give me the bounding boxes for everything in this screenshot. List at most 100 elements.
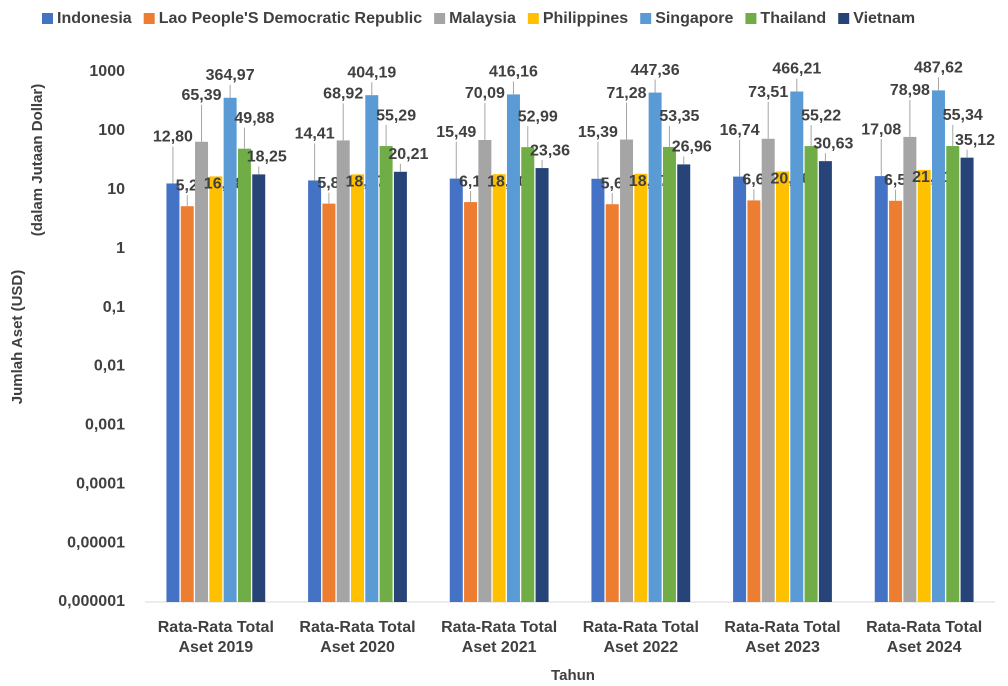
legend-swatch [745, 13, 757, 24]
bar [960, 157, 974, 602]
data-label: 53,35 [659, 108, 699, 125]
legend-swatch [143, 13, 155, 24]
y-tick-label: 0,0001 [76, 475, 125, 492]
data-label: 364,97 [206, 67, 255, 84]
bar [464, 202, 478, 602]
y-axis-label: (dalam Jutaan Dollar) [29, 84, 46, 237]
bar [591, 178, 605, 602]
bar [308, 180, 322, 602]
bar [379, 146, 393, 603]
data-label: 35,12 [955, 132, 995, 149]
bar [677, 164, 691, 603]
bar [506, 94, 520, 603]
data-label: 49,88 [234, 110, 274, 127]
legend-label: Vietnam [853, 10, 915, 27]
data-label: 447,36 [631, 62, 680, 79]
y-tick-label: 0,000001 [58, 593, 125, 610]
legend-label: Malaysia [449, 10, 516, 27]
bar [180, 206, 194, 602]
x-tick-label: Rata-Rata Total Aset 2022 [582, 619, 699, 656]
bar [365, 95, 379, 603]
bar [733, 176, 747, 602]
bar [351, 174, 364, 602]
y-axis-label: Jumlah Aset (USD) [9, 270, 26, 404]
data-label: 55,29 [376, 107, 416, 124]
data-label: 18,25 [247, 149, 287, 166]
legend-swatch [640, 13, 652, 24]
bar [237, 148, 251, 602]
bar [535, 168, 549, 602]
data-label: 15,39 [578, 124, 618, 141]
legend-swatch [527, 13, 539, 24]
bar [209, 176, 223, 602]
bar [648, 92, 662, 602]
bar [478, 139, 492, 602]
data-label: 416,16 [489, 64, 538, 81]
x-tick-label: Rata-Rata Total Aset 2020 [299, 619, 416, 656]
bar [931, 90, 945, 602]
x-tick-label: Rata-Rata Total Aset 2023 [724, 619, 841, 656]
bar [903, 136, 917, 602]
legend-swatch [434, 13, 446, 24]
data-label: 487,62 [914, 60, 963, 77]
bar [492, 174, 506, 602]
legend-label: Philippines [543, 10, 628, 27]
bar [336, 140, 350, 602]
x-tick-label: Rata-Rata Total Aset 2024 [866, 619, 983, 656]
bar [521, 147, 535, 602]
y-tick-label: 1 [116, 240, 125, 257]
bar [761, 138, 775, 603]
bar [818, 161, 832, 603]
data-label: 12,80 [153, 129, 193, 146]
bar [620, 139, 634, 602]
y-tick-label: 0,1 [103, 299, 125, 316]
bar [634, 173, 648, 602]
x-axis-label: Tahun [551, 667, 595, 684]
x-tick-label: Rata-Rata Total Aset 2021 [441, 619, 558, 656]
data-label: 17,08 [861, 121, 901, 138]
y-tick-label: 0,001 [85, 417, 125, 434]
data-label: 404,19 [347, 64, 396, 81]
data-label: 55,22 [801, 107, 841, 124]
bar [946, 146, 960, 602]
legend-label: Singapore [655, 10, 733, 27]
bar [874, 176, 888, 602]
data-label: 68,92 [323, 86, 363, 103]
y-tick-label: 100 [98, 122, 125, 139]
bar [449, 178, 463, 602]
bar [605, 204, 619, 602]
data-label: 78,98 [890, 82, 930, 99]
data-label: 73,51 [748, 84, 788, 101]
y-tick-label: 1000 [89, 63, 125, 80]
bar [804, 146, 818, 602]
bar [662, 146, 676, 602]
bar [166, 183, 180, 602]
data-label: 55,34 [943, 107, 983, 124]
legend-label: Lao People'S Democratic Republic [159, 10, 423, 27]
legend-swatch [838, 13, 850, 24]
data-label: 466,21 [772, 61, 821, 78]
data-label: 65,39 [182, 87, 222, 104]
data-label: 15,49 [436, 124, 476, 141]
legend-label: Indonesia [57, 10, 132, 27]
legend-swatch [42, 13, 53, 24]
data-label: 30,63 [813, 135, 853, 152]
y-tick-label: 0,00001 [67, 534, 125, 551]
x-tick-label: Rata-Rata Total Aset 2019 [157, 619, 274, 656]
bar [252, 174, 266, 602]
bar [917, 169, 931, 602]
bar [322, 203, 336, 602]
bar [393, 171, 407, 602]
data-label: 14,41 [295, 126, 335, 143]
data-label: 71,28 [607, 85, 647, 102]
data-label: 16,74 [720, 122, 760, 139]
legend-label: Thailand [760, 10, 826, 27]
data-label: 20,21 [388, 146, 428, 163]
y-tick-label: 10 [107, 181, 125, 198]
bar [223, 97, 237, 602]
bar [747, 200, 761, 602]
bar [776, 171, 789, 603]
y-tick-label: 0,01 [94, 358, 125, 375]
